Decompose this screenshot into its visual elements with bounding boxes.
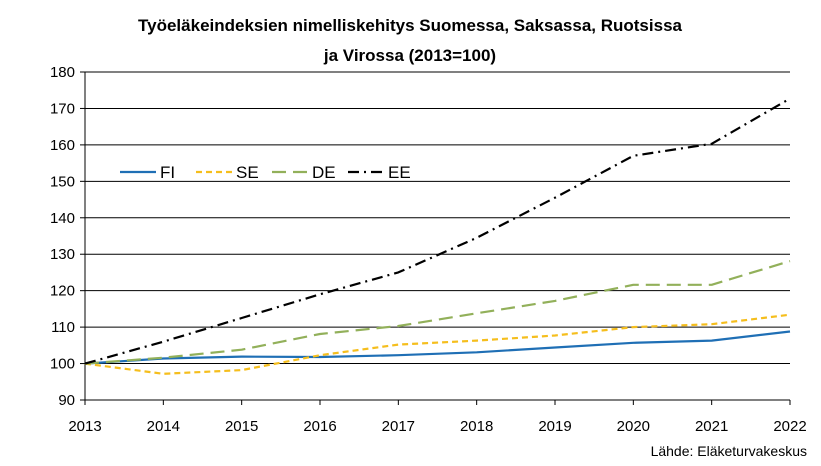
y-tick-label: 140 (50, 210, 75, 227)
gridlines (85, 71, 790, 365)
x-tick-label: 2018 (460, 418, 493, 435)
series-line-fi (84, 330, 791, 365)
legend-label-fi: FI (160, 163, 175, 182)
source-note: Lähde: Eläketurvakeskus (651, 443, 807, 459)
x-tick-label: 2019 (538, 418, 571, 435)
x-tick-label: 2015 (225, 418, 258, 435)
chart-title: Työeläkeindeksien nimelliskehitys Suomes… (138, 16, 683, 65)
series-lines (84, 97, 791, 375)
chart-title-line-2: ja Virossa (2013=100) (323, 46, 496, 65)
y-tick-label: 180 (50, 64, 75, 81)
legend: FI SE DE EE (120, 163, 411, 182)
legend-label-de: DE (312, 163, 336, 182)
axes (84, 72, 790, 401)
x-tick-label: 2020 (617, 418, 650, 435)
series-line-se (84, 313, 791, 375)
x-tick-label: 2022 (773, 418, 806, 435)
y-tick-label: 150 (50, 173, 75, 190)
x-tick-label: 2021 (695, 418, 728, 435)
series-line-de (84, 260, 791, 365)
y-tick-label: 170 (50, 100, 75, 117)
y-tick-label: 130 (50, 246, 75, 263)
y-tick-label: 110 (51, 319, 75, 336)
legend-label-se: SE (236, 163, 259, 182)
x-tick-label: 2017 (382, 418, 415, 435)
y-tick-label: 100 (50, 356, 75, 373)
y-tick-label: 160 (50, 137, 75, 154)
x-tick-label: 2016 (303, 418, 336, 435)
x-tick-label: 2014 (147, 418, 180, 435)
x-tick-label: 2013 (68, 418, 101, 435)
series-line-ee (84, 97, 791, 365)
legend-label-ee: EE (388, 163, 411, 182)
y-axis-ticks: 90 100 110 120 130 140 150 160 170 180 (50, 64, 85, 409)
y-tick-label: 90 (58, 392, 75, 409)
x-axis-ticks: 2013 2014 2015 2016 2017 2018 2019 2020 2021 2022 (68, 400, 807, 435)
y-tick-label: 120 (50, 283, 75, 300)
chart-title-line-1: Työeläkeindeksien nimelliskehitys Suomes… (138, 16, 683, 35)
